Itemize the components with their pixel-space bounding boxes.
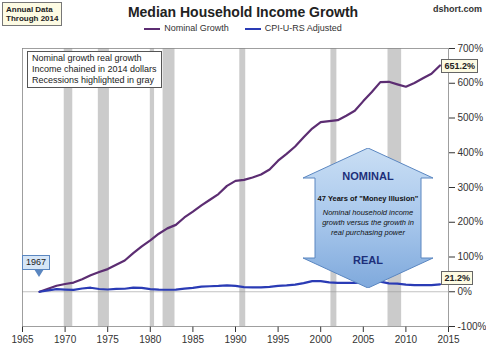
svg-text:1990: 1990 [224, 334, 247, 345]
svg-text:100%: 100% [458, 251, 484, 262]
svg-text:2015: 2015 [437, 334, 460, 345]
html-text:Annual Data: Annual Data [6, 5, 53, 14]
html-text:Nominal Growth: Nominal Growth [164, 23, 229, 33]
svg-text:2010: 2010 [395, 334, 418, 345]
html-text:dshort.com: dshort.com [433, 4, 482, 14]
html-text:REAL: REAL [353, 254, 383, 266]
svg-text:1980: 1980 [139, 334, 162, 345]
html-text:1967: 1967 [26, 257, 47, 268]
svg-text:700%: 700% [458, 43, 484, 54]
svg-text:1995: 1995 [267, 334, 290, 345]
html-text:real purchasing power: real purchasing power [331, 228, 405, 237]
html-text:651.2%: 651.2% [444, 61, 475, 71]
html-text:NOMINAL: NOMINAL [342, 170, 394, 182]
html-text:Nominal growth real growth: Nominal growth real growth [32, 53, 142, 63]
svg-text:0%: 0% [458, 286, 473, 297]
html-text:Median Household Income Growth: Median Household Income Growth [127, 4, 359, 20]
svg-text:500%: 500% [458, 112, 484, 123]
html-text:Through 2014: Through 2014 [6, 14, 59, 23]
html-text:CPI-U-RS Adjusted: CPI-U-RS Adjusted [264, 23, 342, 33]
html-text:growth versus the growth in: growth versus the growth in [322, 218, 414, 227]
svg-text:1975: 1975 [97, 334, 120, 345]
svg-text:1970: 1970 [54, 334, 77, 345]
svg-text:400%: 400% [458, 147, 484, 158]
svg-text:600%: 600% [458, 77, 484, 88]
html-text:47 Years of "Money Illusion": 47 Years of "Money Illusion" [317, 194, 419, 203]
svg-text:300%: 300% [458, 182, 484, 193]
svg-text:-100%: -100% [458, 321, 486, 332]
svg-text:1965: 1965 [11, 334, 34, 345]
html-text:Nominal household income: Nominal household income [322, 208, 414, 217]
svg-text:1985: 1985 [182, 334, 205, 345]
html-text:21.2%: 21.2% [444, 272, 470, 283]
html-text:Recessions highlighted in gray: Recessions highlighted in gray [32, 75, 155, 85]
svg-text:200%: 200% [458, 216, 484, 227]
html-text:Income chained in 2014 dollars: Income chained in 2014 dollars [32, 64, 157, 74]
svg-text:2000: 2000 [310, 334, 333, 345]
svg-text:2005: 2005 [352, 334, 375, 345]
